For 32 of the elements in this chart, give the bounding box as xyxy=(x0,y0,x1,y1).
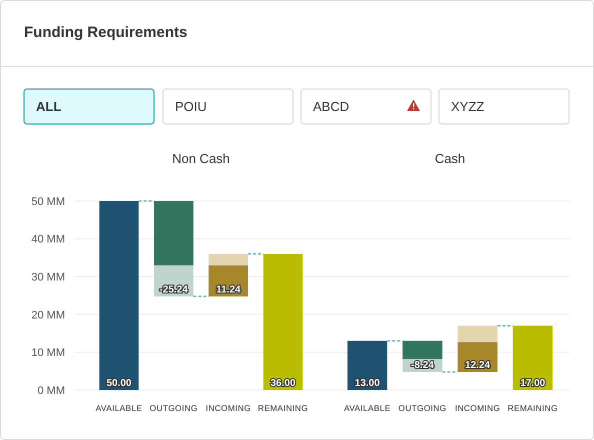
y-tick-label: 40 MM xyxy=(31,234,65,246)
bar xyxy=(263,254,303,390)
x-tick-label: REMAINING xyxy=(508,403,558,413)
x-tick-label: REMAINING xyxy=(258,403,308,413)
y-tick-label: 30 MM xyxy=(31,271,65,284)
chart-title: Non Cash xyxy=(172,151,230,166)
bar xyxy=(154,201,194,266)
y-tick-label: 10 MM xyxy=(31,347,65,360)
x-tick-label: OUTGOING xyxy=(150,403,198,413)
data-label: 17.00 xyxy=(520,378,546,389)
x-tick-label: INCOMING xyxy=(454,403,500,413)
data-label: 13.00 xyxy=(354,378,380,389)
y-tick-label: 0 MM xyxy=(38,384,65,397)
x-tick-label: AVAILABLE xyxy=(344,403,391,413)
data-label: -8.24 xyxy=(411,360,434,372)
bar xyxy=(99,201,139,390)
chart-title: Cash xyxy=(434,151,466,166)
x-tick-label: OUTGOING xyxy=(398,403,446,413)
text: ALL xyxy=(36,99,62,114)
y-tick-label: 20 MM xyxy=(31,309,65,322)
x-tick-label: INCOMING xyxy=(206,403,251,413)
text: Funding Requirements xyxy=(24,24,188,41)
text: POIU xyxy=(175,99,207,114)
x-tick-label: AVAILABLE xyxy=(96,403,142,413)
y-tick-label: 50 MM xyxy=(31,196,65,208)
text: ABCD xyxy=(313,99,350,114)
text: XYZZ xyxy=(451,99,484,114)
data-label: 11.24 xyxy=(216,284,242,296)
data-label: -25.24 xyxy=(159,284,188,296)
data-label: 50.00 xyxy=(106,378,132,389)
data-label: 36.00 xyxy=(270,378,296,389)
data-label: 12.24 xyxy=(465,360,491,372)
